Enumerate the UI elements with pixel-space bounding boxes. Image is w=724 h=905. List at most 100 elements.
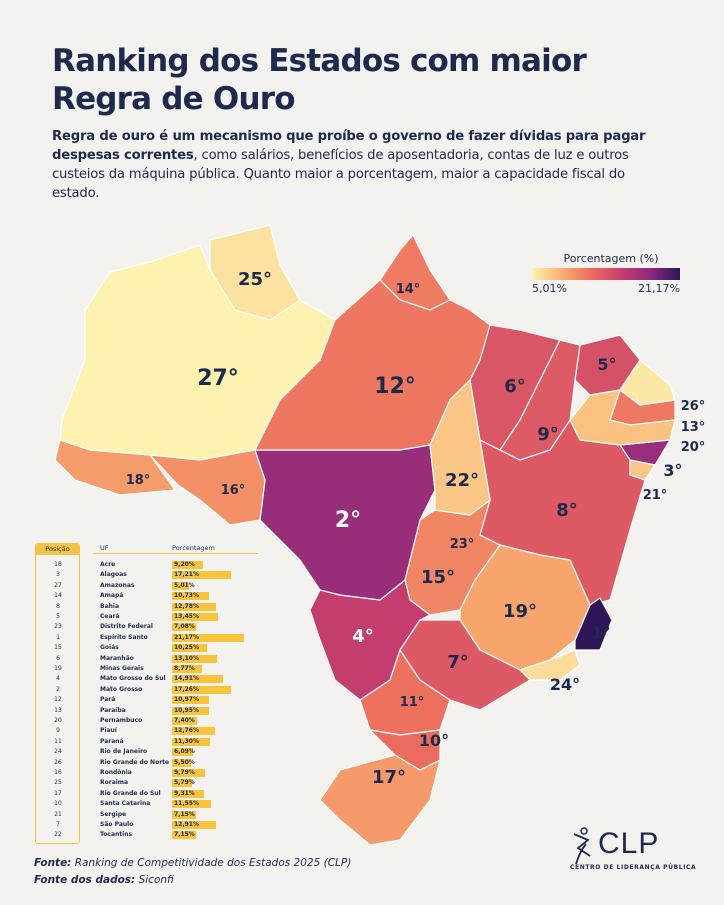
rank-cell: 22 (54, 831, 62, 839)
subtitle-rest: , como salários, benefícios de aposentad… (52, 148, 629, 201)
rank-cell: 9 (56, 727, 60, 735)
state-cell: Tocantins (100, 831, 133, 839)
legend-title: Porcentagem (%) (563, 252, 659, 265)
state-rank-label: 18° (126, 473, 151, 488)
rank-cell: 17 (54, 789, 62, 797)
state-rank-label: 7° (447, 652, 469, 673)
percent-cell: 9,31% (174, 789, 195, 797)
percent-cell: 10,73% (174, 592, 199, 600)
percent-bar (172, 571, 231, 580)
data-source-label: Fonte dos dados: (34, 874, 136, 886)
rank-cell: 23 (54, 623, 62, 631)
state-rank-label: 8° (556, 500, 578, 521)
state-cell: Alagoas (100, 571, 127, 579)
state-rank-label: 20° (681, 440, 706, 455)
rank-cell: 1 (56, 633, 60, 641)
rank-cell: 21 (54, 810, 62, 818)
rank-cell: 19 (54, 665, 62, 672)
rank-cell: 26 (54, 758, 62, 766)
state-cell: Paraná (100, 737, 124, 745)
rank-cell: 4 (56, 675, 60, 683)
legend-max: 21,17% (638, 282, 680, 295)
color-legend: Porcentagem (%) 5,01% 21,17% (532, 252, 680, 295)
percent-bar (172, 727, 216, 736)
subtitle: Regra de ouro é um mecanismo que proíbe … (52, 127, 672, 203)
percent-bar (172, 613, 218, 621)
source-label: Fonte: (34, 857, 72, 869)
rank-cell: 11 (54, 737, 62, 745)
state-cell: Espírito Santo (100, 633, 148, 641)
state-cell: Distrito Federal (100, 623, 153, 631)
legend-min: 5,01% (532, 282, 567, 295)
percent-cell: 5,50% (174, 758, 195, 766)
table-row: 13 Paraíba 10,95% (35, 706, 260, 716)
percent-bar (172, 789, 204, 798)
percent-cell: 7,08% (174, 623, 195, 631)
table-row: 6 Maranhão 13,10% (35, 654, 260, 664)
state-region (569, 389, 676, 446)
table-header: UF Porcentagem (93, 543, 258, 554)
table-row: 1 Espírito Santo 21,17% (35, 633, 260, 643)
table-row: 7 São Paulo 12,91% (35, 820, 260, 830)
percent-cell: 12,78% (174, 602, 199, 610)
state-rank-label: 12° (374, 374, 416, 399)
percent-bar (172, 665, 202, 673)
percent-cell: 12,76% (174, 727, 199, 735)
percent-cell: 17,26% (174, 685, 199, 693)
state-rank-label: 22° (445, 470, 479, 491)
state-rank-label: 27° (197, 366, 239, 391)
state-cell: Paraíba (100, 706, 126, 714)
rank-cell: 5 (56, 613, 60, 620)
rank-cell: 6 (56, 654, 60, 662)
rank-cell: 13 (54, 706, 62, 714)
position-column: Posição (35, 543, 80, 844)
percent-bar (172, 581, 189, 590)
table-row: 22 Tocantins 7,15% (35, 830, 260, 840)
percent-bar (172, 706, 210, 715)
state-cell: Sergipe (100, 810, 127, 818)
state-cell: São Paulo (100, 821, 134, 828)
percent-bar (172, 748, 193, 757)
percent-bar (172, 779, 192, 788)
state-rank-label: 17° (372, 767, 406, 788)
rank-cell: 20 (54, 717, 62, 724)
state-region (399, 619, 531, 711)
state-region (368, 729, 441, 771)
table-row: 14 Amapá 10,73% (35, 591, 260, 601)
table-row: 19 Minas Gerais 8,77% (35, 664, 260, 674)
subtitle-bold: Regra de ouro é um mecanismo que proíbe … (52, 129, 646, 163)
state-rank-label: 4° (352, 626, 374, 647)
percent-cell: 21,17% (174, 633, 199, 641)
state-cell: Rio Grande do Sul (100, 789, 161, 797)
data-source-text: Siconfi (135, 874, 174, 886)
percent-cell: 5,01% (174, 581, 195, 589)
percent-cell: 13,10% (174, 654, 199, 662)
percent-bar (172, 717, 198, 725)
logo-caption: CENTRO DE LIDERANÇA PÚBLICA (570, 864, 697, 871)
percent-cell: 9,20% (174, 561, 195, 568)
percent-cell: 12,91% (174, 821, 199, 828)
state-cell: Pernambuco (100, 717, 143, 724)
state-region (619, 359, 676, 406)
percent-bar (172, 758, 191, 767)
state-rank-label: 16° (221, 483, 246, 498)
table-row: 3 Alagoas 17,21% (35, 570, 260, 580)
percent-bar (172, 769, 206, 777)
rank-cell: 2 (56, 685, 60, 693)
percent-bar (172, 623, 197, 632)
table-row: 21 Sergipe 7,15% (35, 810, 260, 820)
state-rank-label: 10° (419, 731, 449, 750)
percent-cell: 9,79% (174, 769, 195, 776)
rank-cell: 15 (54, 644, 62, 652)
state-cell: Santa Catarina (100, 800, 151, 808)
percent-cell: 11,30% (174, 737, 199, 745)
state-cell: Roraima (100, 779, 129, 787)
rank-cell: 18 (54, 561, 62, 568)
state-cell: Mato Grosso do Sul (100, 675, 166, 683)
state-rank-label: 14° (396, 282, 421, 297)
percent-cell: 7,15% (174, 810, 195, 818)
state-cell: Goiás (100, 644, 119, 652)
state-cell: Amapá (100, 592, 124, 600)
percent-cell: 5,79% (174, 779, 195, 787)
table-row: 8 Bahia 12,78% (35, 602, 260, 612)
